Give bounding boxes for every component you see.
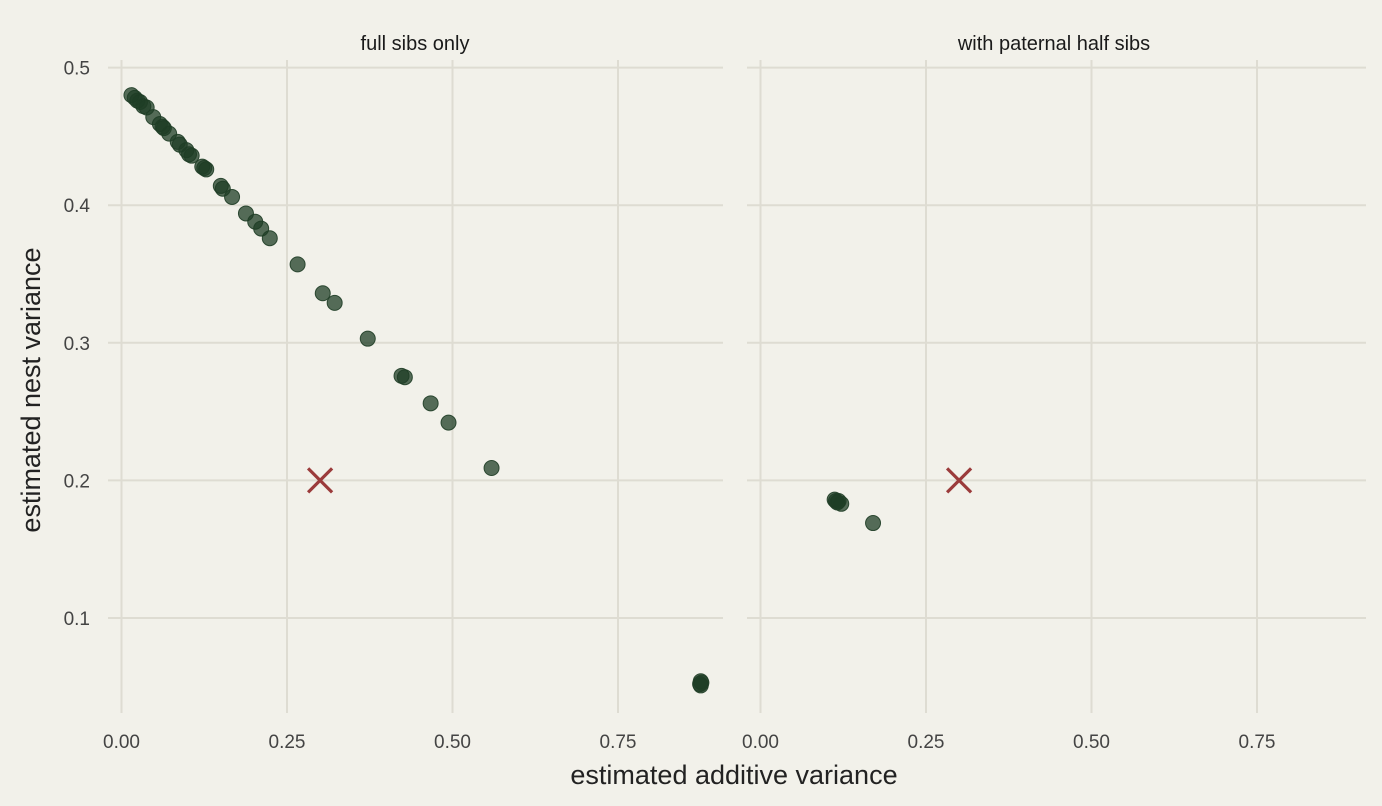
data-point — [422, 395, 439, 412]
y-tick-label-0: 0.1 — [64, 609, 90, 630]
x-tick-label-0: 0.00 — [742, 732, 779, 753]
data-point — [693, 674, 710, 691]
data-point — [833, 495, 850, 512]
y-tick-label-1: 0.2 — [64, 471, 90, 492]
y-tick-labels: 0.1 0.2 0.3 0.4 0.5 — [64, 59, 91, 630]
data-point — [440, 414, 457, 431]
data-point — [289, 256, 306, 273]
y-axis-title: estimated nest variance — [16, 247, 46, 532]
grid-right — [747, 60, 1366, 713]
x-tick-label-2: 0.50 — [1073, 732, 1110, 753]
x-tick-label-1: 0.25 — [269, 732, 306, 753]
x-tick-label-3: 0.75 — [600, 732, 637, 753]
x-axis-title: estimated additive variance — [570, 760, 897, 790]
panel-title-left: full sibs only — [361, 33, 470, 55]
data-point — [224, 188, 241, 205]
x-tick-labels-right: 0.00 0.25 0.50 0.75 — [742, 732, 1275, 753]
data-point — [183, 147, 200, 164]
panel-right: with paternal half sibs 0.00 0.25 0.50 0.75 — [742, 33, 1366, 753]
panel-left: full sibs only 0.00 0.25 0.50 0.75 — [103, 33, 723, 753]
data-point — [261, 230, 278, 247]
data-point — [483, 460, 500, 477]
x-tick-label-3: 0.75 — [1239, 732, 1276, 753]
data-point — [326, 294, 343, 311]
y-tick-label-2: 0.3 — [64, 334, 90, 355]
grid-left — [108, 60, 723, 713]
data-point — [198, 161, 215, 178]
data-point — [396, 369, 413, 386]
points-right — [826, 491, 882, 532]
data-point — [314, 285, 331, 302]
x-tick-label-1: 0.25 — [908, 732, 945, 753]
x-tick-label-2: 0.50 — [434, 732, 471, 753]
truth-marker-right — [945, 467, 973, 494]
panel-title-right: with paternal half sibs — [957, 33, 1150, 55]
points-left — [123, 87, 710, 694]
y-tick-label-3: 0.4 — [64, 196, 91, 217]
truth-cross-stroke-b — [945, 467, 973, 494]
x-tick-labels-left: 0.00 0.25 0.50 0.75 — [103, 732, 636, 753]
truth-marker-left — [306, 467, 334, 494]
data-point — [865, 515, 882, 532]
y-tick-label-4: 0.5 — [64, 59, 90, 80]
x-tick-label-0: 0.00 — [103, 732, 140, 753]
truth-cross-stroke-b — [306, 467, 334, 494]
data-point — [359, 330, 376, 347]
